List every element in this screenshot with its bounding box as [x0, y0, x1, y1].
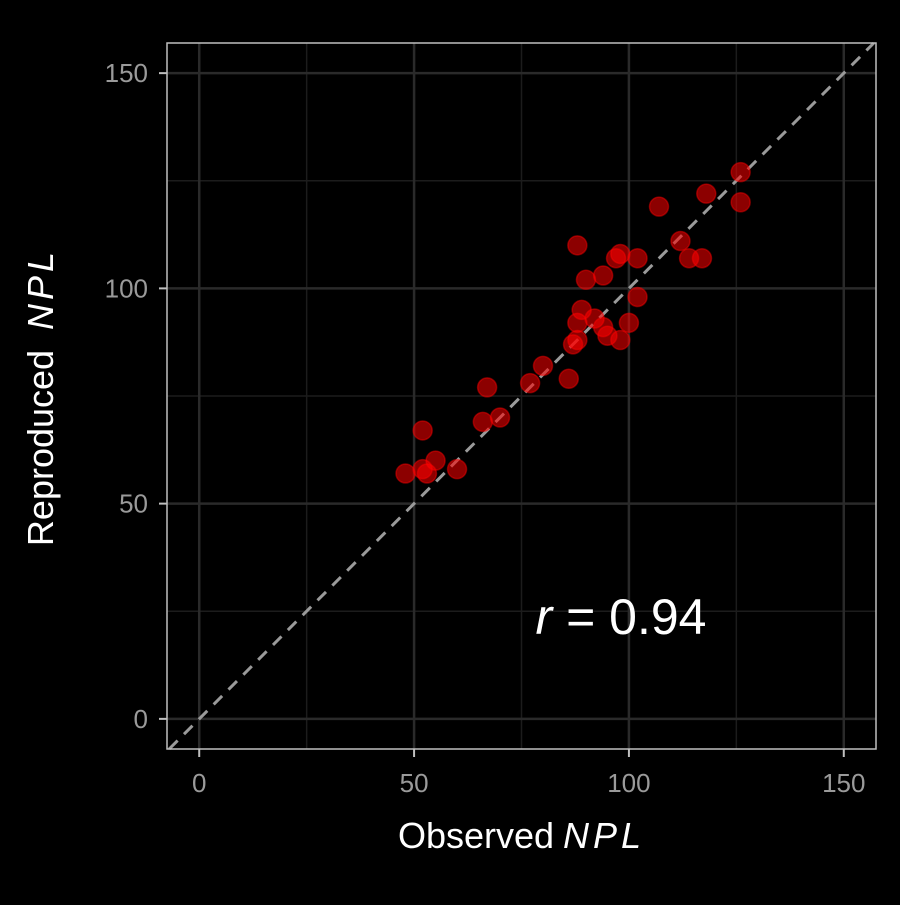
- data-point: [696, 183, 717, 204]
- data-point: [489, 407, 511, 428]
- data-point: [412, 420, 433, 441]
- data-point: [627, 286, 648, 308]
- y-tick-label: 0: [134, 704, 148, 734]
- y-tick-label: 50: [119, 489, 148, 519]
- data-point: [610, 329, 631, 351]
- data-point: [425, 450, 446, 471]
- data-point: [476, 377, 498, 398]
- data-point: [627, 247, 648, 269]
- data-point: [592, 265, 614, 286]
- y-axis-title-prefix: Reproduced: [20, 350, 61, 546]
- x-axis-title-italic: NPL: [563, 815, 645, 856]
- data-point: [670, 230, 691, 252]
- y-tick-label: 150: [105, 58, 148, 88]
- data-point: [567, 329, 588, 351]
- x-tick-label: 50: [400, 768, 429, 798]
- data-point: [730, 161, 751, 183]
- data-point: [395, 463, 416, 484]
- x-tick-label: 0: [192, 768, 206, 798]
- x-axis-title: Observed NPL: [398, 815, 645, 856]
- x-tick-label: 150: [822, 768, 865, 798]
- correlation-annotation: r = 0.94: [536, 589, 707, 645]
- data-point: [691, 247, 713, 269]
- axis-tick-labels: 0 50 100 150 0 50 100 150: [105, 58, 866, 798]
- data-point: [575, 269, 597, 291]
- data-point: [648, 196, 670, 217]
- data-point: [519, 372, 541, 394]
- data-point: [446, 458, 468, 480]
- data-point: [618, 312, 640, 334]
- data-point: [472, 411, 494, 433]
- x-tick-label: 100: [607, 768, 650, 798]
- data-point: [567, 235, 588, 256]
- data-point: [558, 368, 580, 390]
- x-axis-title-prefix: Observed: [398, 815, 554, 856]
- data-point: [532, 355, 554, 377]
- correlation-symbol: r: [536, 589, 555, 645]
- y-tick-label: 100: [105, 273, 148, 303]
- data-point: [730, 192, 751, 213]
- grid-lines: [167, 43, 876, 749]
- data-points: [395, 161, 751, 484]
- panel-border: [166, 42, 877, 750]
- y-axis-title: Reproduced NPL: [20, 248, 61, 546]
- correlation-value: = 0.94: [552, 589, 706, 645]
- data-point: [610, 243, 631, 265]
- axis-ticks: [159, 72, 845, 757]
- y-axis-title-italic: NPL: [20, 248, 61, 330]
